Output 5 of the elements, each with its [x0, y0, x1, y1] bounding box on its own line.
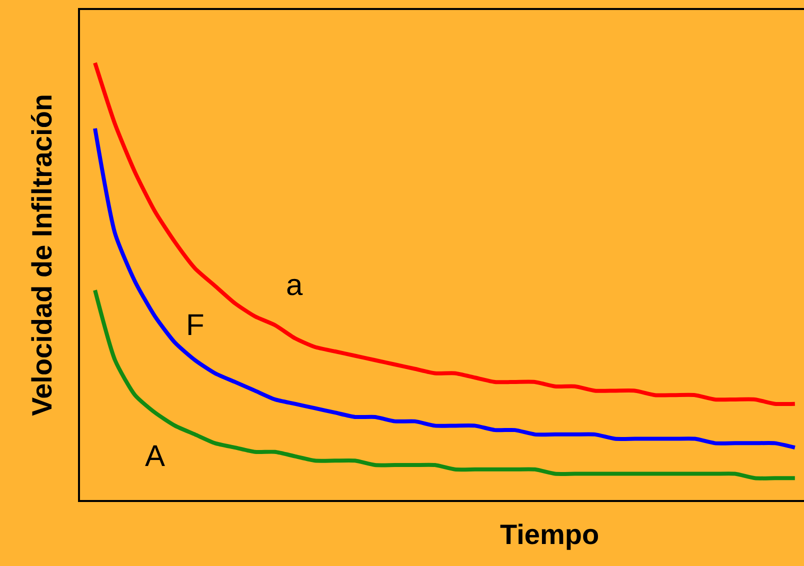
series-label: A	[145, 440, 166, 473]
y-axis-title: Velocidad de Infiltración	[26, 94, 58, 416]
x-axis-title: Tiempo	[500, 519, 600, 550]
series-label: a	[286, 269, 303, 302]
series-label: F	[186, 309, 204, 342]
